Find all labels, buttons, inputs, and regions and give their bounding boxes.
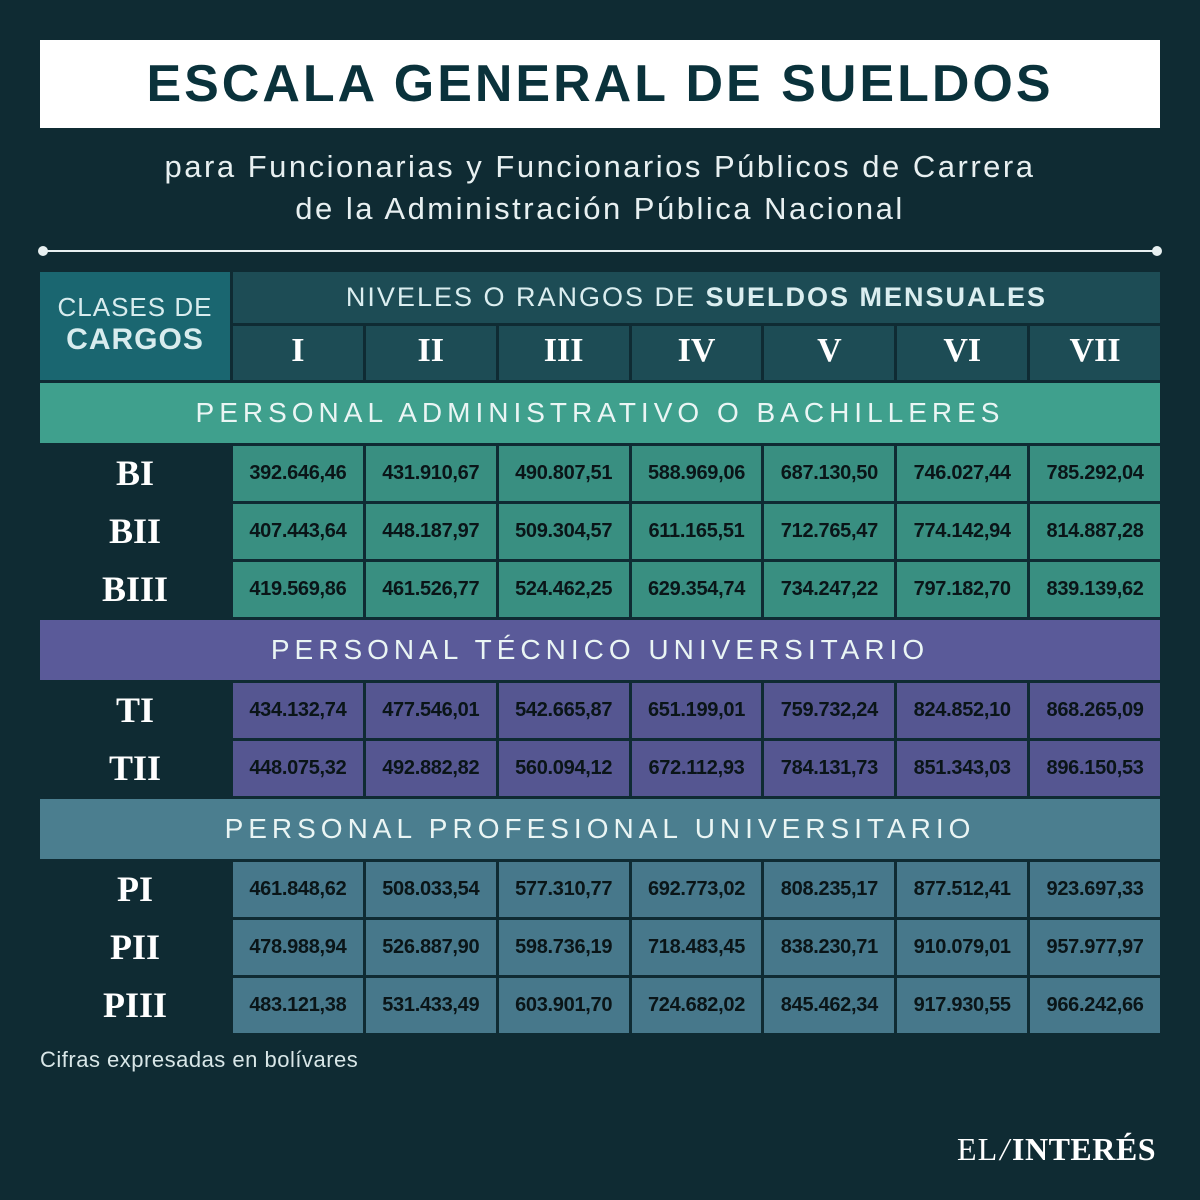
header-cargos-line2: CARGOS — [66, 323, 204, 358]
salary-cell: 490.807,51 — [499, 446, 629, 501]
column-header-VII: VII — [1030, 326, 1160, 380]
salary-cell: 797.182,70 — [897, 562, 1027, 617]
salary-cell: 483.121,38 — [233, 978, 363, 1033]
header-niveles: NIVELES O RANGOS DE SUELDOS MENSUALES — [233, 272, 1160, 323]
row-label-PIII: PIII — [40, 978, 230, 1033]
salary-cell: 868.265,09 — [1030, 683, 1160, 738]
column-header-III: III — [499, 326, 629, 380]
salary-cell: 448.075,32 — [233, 741, 363, 796]
salary-cell: 746.027,44 — [897, 446, 1027, 501]
salary-cell: 560.094,12 — [499, 741, 629, 796]
salary-cell: 611.165,51 — [632, 504, 762, 559]
rule-dot-right — [1152, 246, 1162, 256]
column-header-IV: IV — [632, 326, 762, 380]
salary-cell: 531.433,49 — [366, 978, 496, 1033]
salary-cell: 839.139,62 — [1030, 562, 1160, 617]
salary-cell: 724.682,02 — [632, 978, 762, 1033]
salary-cell: 923.697,33 — [1030, 862, 1160, 917]
salary-cell: 434.132,74 — [233, 683, 363, 738]
salary-cell: 957.977,97 — [1030, 920, 1160, 975]
salary-cell: 718.483,45 — [632, 920, 762, 975]
subtitle: para Funcionarias y Funcionarios Público… — [40, 146, 1160, 230]
salary-cell: 824.852,10 — [897, 683, 1027, 738]
salary-cell: 877.512,41 — [897, 862, 1027, 917]
column-header-II: II — [366, 326, 496, 380]
brand-thin: EL — [957, 1131, 998, 1167]
row-label-BIII: BIII — [40, 562, 230, 617]
salary-cell: 759.732,24 — [764, 683, 894, 738]
brand-slash: / — [998, 1131, 1012, 1167]
header-niveles-bold: SUELDOS MENSUALES — [706, 282, 1048, 312]
salary-cell: 448.187,97 — [366, 504, 496, 559]
salary-cell: 712.765,47 — [764, 504, 894, 559]
salary-cell: 808.235,17 — [764, 862, 894, 917]
salary-cell: 774.142,94 — [897, 504, 1027, 559]
brand-logo: EL/INTERÉS — [957, 1131, 1156, 1168]
brand-bold: INTERÉS — [1012, 1131, 1156, 1167]
salary-cell: 419.569,86 — [233, 562, 363, 617]
row-label-TI: TI — [40, 683, 230, 738]
salary-cell: 784.131,73 — [764, 741, 894, 796]
salary-cell: 508.033,54 — [366, 862, 496, 917]
footnote: Cifras expresadas en bolívares — [40, 1047, 1160, 1073]
header-niveles-pre: NIVELES O RANGOS DE — [346, 282, 706, 312]
salary-cell: 461.526,77 — [366, 562, 496, 617]
salary-cell: 392.646,46 — [233, 446, 363, 501]
salary-table: CLASES DE CARGOS NIVELES O RANGOS DE SUE… — [40, 272, 1160, 1033]
section-header: PERSONAL PROFESIONAL UNIVERSITARIO — [40, 799, 1160, 859]
salary-cell: 851.343,03 — [897, 741, 1027, 796]
salary-cell: 917.930,55 — [897, 978, 1027, 1033]
salary-cell: 734.247,22 — [764, 562, 894, 617]
salary-cell: 603.901,70 — [499, 978, 629, 1033]
divider-rule — [40, 250, 1160, 252]
salary-cell: 407.443,64 — [233, 504, 363, 559]
salary-cell: 598.736,19 — [499, 920, 629, 975]
column-header-VI: VI — [897, 326, 1027, 380]
salary-cell: 785.292,04 — [1030, 446, 1160, 501]
salary-cell: 588.969,06 — [632, 446, 762, 501]
salary-cell: 814.887,28 — [1030, 504, 1160, 559]
salary-cell: 509.304,57 — [499, 504, 629, 559]
row-label-PI: PI — [40, 862, 230, 917]
salary-cell: 577.310,77 — [499, 862, 629, 917]
section-header: PERSONAL TÉCNICO UNIVERSITARIO — [40, 620, 1160, 680]
salary-cell: 896.150,53 — [1030, 741, 1160, 796]
salary-cell: 845.462,34 — [764, 978, 894, 1033]
salary-cell: 687.130,50 — [764, 446, 894, 501]
title-box: ESCALA GENERAL DE SUELDOS — [40, 40, 1160, 128]
salary-cell: 492.882,82 — [366, 741, 496, 796]
salary-cell: 672.112,93 — [632, 741, 762, 796]
main-title: ESCALA GENERAL DE SUELDOS — [60, 54, 1140, 114]
salary-cell: 629.354,74 — [632, 562, 762, 617]
section-header: PERSONAL ADMINISTRATIVO O BACHILLERES — [40, 383, 1160, 443]
rule-dot-left — [38, 246, 48, 256]
row-label-TII: TII — [40, 741, 230, 796]
salary-cell: 461.848,62 — [233, 862, 363, 917]
salary-cell: 526.887,90 — [366, 920, 496, 975]
header-clases-de-cargos: CLASES DE CARGOS — [40, 272, 230, 380]
salary-cell: 542.665,87 — [499, 683, 629, 738]
column-header-I: I — [233, 326, 363, 380]
subtitle-line-1: para Funcionarias y Funcionarios Público… — [165, 149, 1036, 184]
salary-cell: 477.546,01 — [366, 683, 496, 738]
row-label-PII: PII — [40, 920, 230, 975]
header-cargos-line1: CLASES DE — [58, 293, 213, 323]
salary-cell: 910.079,01 — [897, 920, 1027, 975]
subtitle-line-2: de la Administración Pública Nacional — [295, 191, 904, 226]
salary-cell: 966.242,66 — [1030, 978, 1160, 1033]
salary-cell: 692.773,02 — [632, 862, 762, 917]
salary-cell: 524.462,25 — [499, 562, 629, 617]
salary-cell: 651.199,01 — [632, 683, 762, 738]
salary-cell: 431.910,67 — [366, 446, 496, 501]
column-header-V: V — [764, 326, 894, 380]
row-label-BII: BII — [40, 504, 230, 559]
row-label-BI: BI — [40, 446, 230, 501]
salary-cell: 478.988,94 — [233, 920, 363, 975]
salary-cell: 838.230,71 — [764, 920, 894, 975]
